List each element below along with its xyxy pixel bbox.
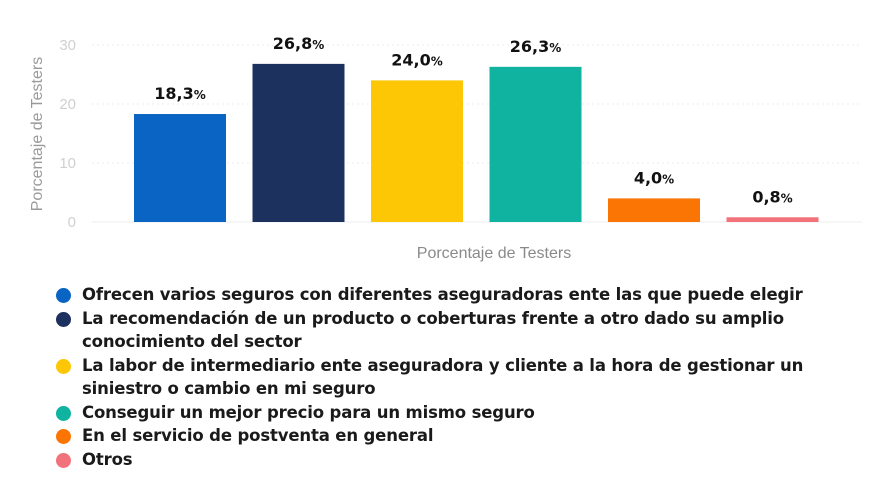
legend-marker [56, 429, 71, 444]
bar [726, 217, 819, 222]
bar [252, 63, 345, 222]
legend-item: Otros [56, 448, 876, 472]
legend-label: Ofrecen varios seguros con diferentes as… [82, 285, 803, 304]
legend-marker [56, 358, 71, 374]
legend-item: Ofrecen varios seguros con diferentes as… [56, 283, 876, 307]
legend-label: La labor de intermediario ente asegurado… [82, 355, 804, 399]
data-label: 0,8% [752, 187, 792, 206]
bar [371, 80, 463, 223]
y-tick-label: 30 [59, 37, 76, 54]
bar [608, 198, 700, 222]
data-labels: 18,3% 26,8% 24,0% 26,3% 4,0% 0,8% [154, 34, 792, 206]
y-tick-label: 10 [59, 155, 76, 172]
y-axis-ticks: 0 10 20 30 [59, 37, 76, 231]
legend-label: Otros [82, 449, 133, 469]
legend: Ofrecen varios seguros con diferentes as… [56, 283, 876, 471]
data-label: 24,0% [391, 50, 443, 69]
y-tick-label: 0 [68, 214, 76, 231]
legend-label: En el servicio de postventa en general [82, 426, 434, 445]
data-label: 18,3% [154, 84, 206, 103]
legend-marker [56, 405, 71, 421]
y-tick-label: 20 [59, 96, 76, 113]
bars [134, 63, 819, 223]
data-label: 4,0% [634, 168, 674, 187]
legend-marker [56, 288, 71, 303]
data-label: 26,3% [510, 37, 562, 56]
legend-item: La labor de intermediario ente asegurado… [56, 354, 876, 401]
legend-label: Conseguir un mejor precio para un mismo … [82, 402, 535, 422]
data-label: 26,8% [273, 34, 325, 53]
x-axis-label: Porcentaje de Testers [417, 245, 571, 262]
bar [134, 114, 226, 222]
legend-item: Conseguir un mejor precio para un mismo … [56, 401, 876, 425]
legend-item: La recomendación de un producto o cobert… [56, 307, 876, 354]
bar-chart: 0 10 20 30 18,3% 26,8% 24,0% 26,3% 4,0% 0,8% Por… [29, 34, 862, 262]
bar [489, 66, 582, 222]
y-axis-label: Porcentaje de Testers [29, 57, 46, 211]
legend-label: La recomendación de un producto o cobert… [82, 308, 784, 352]
legend-item: En el servicio de postventa en general [56, 424, 876, 448]
legend-marker [56, 311, 71, 327]
legend-marker [56, 452, 71, 468]
